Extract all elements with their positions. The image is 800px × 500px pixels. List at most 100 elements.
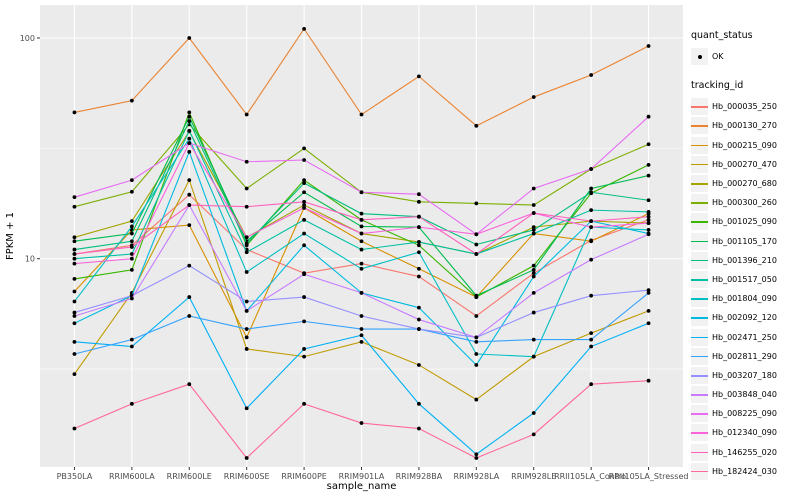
data-point-Hb_008225_090 [531,186,536,191]
data-point-Hb_002811_290 [72,352,77,356]
data-point-Hb_001105_170 [589,186,594,191]
legend-item-Hb_146255_020: Hb_146255_020 [691,443,799,462]
x-tick-label: RRII105LA_Control [554,472,628,481]
data-point-Hb_001517_050 [187,128,192,133]
data-point-Hb_003848_040 [417,317,421,322]
data-point-Hb_003207_180 [72,310,77,315]
data-point-Hb_001105_170 [129,231,134,236]
data-point-Hb_182424_030 [129,401,134,406]
legend-label-Hb_001517_050: Hb_001517_050 [712,274,777,284]
legend-title-quant-status: quant_status [691,30,753,41]
data-point-Hb_001396_210 [589,190,594,195]
data-point-Hb_001517_050 [646,209,651,214]
legend-item-Hb_000300_260: Hb_000300_260 [691,193,799,212]
data-point-Hb_146255_020 [244,204,249,209]
data-point-Hb_146255_020 [474,252,479,256]
data-point-Hb_002092_120 [187,149,192,154]
legend-item-Hb_003848_040: Hb_003848_040 [691,385,799,404]
data-point-Hb_001804_090 [72,299,77,304]
data-point-Hb_001517_050 [302,217,306,222]
data-point-Hb_000035_250 [417,274,421,279]
legend-label-Hb_003848_040: Hb_003848_040 [712,390,777,400]
legend-label-Hb_001025_090: Hb_001025_090 [712,217,777,227]
data-point-Hb_012340_090 [187,141,192,146]
data-point-Hb_001804_090 [129,224,134,229]
data-point-Hb_182424_030 [474,456,479,460]
legend-item-Hb_001804_090: Hb_001804_090 [691,289,799,308]
legend-key-line-icon [691,443,708,461]
data-point-Hb_000130_270 [72,110,77,115]
legend-label-Hb_000035_250: Hb_000035_250 [712,102,777,112]
data-point-Hb_146255_020 [129,245,134,249]
data-point-Hb_182424_030 [72,426,77,431]
data-point-Hb_001517_050 [531,231,536,236]
legend-label-Hb_001105_170: Hb_001105_170 [712,236,777,246]
data-point-Hb_000215_090 [72,289,77,294]
legend-item-Hb_012340_090: Hb_012340_090 [691,423,799,442]
data-point-Hb_182424_030 [359,421,364,425]
x-tick-label: RRIM600LA [109,472,155,481]
data-point-Hb_000215_090 [417,266,421,271]
data-point-Hb_001396_210 [72,247,77,252]
data-point-Hb_000215_090 [244,335,249,340]
data-point-Hb_008225_090 [359,190,364,195]
legend-key-line-icon [691,136,708,154]
data-point-Hb_002471_250 [302,347,306,351]
legend-key-line-icon [691,155,708,173]
data-point-Hb_000035_250 [531,271,536,276]
data-point-Hb_000300_260 [129,189,134,194]
data-point-Hb_001396_210 [187,119,192,124]
legend-key-line-icon [691,309,708,327]
data-point-Hb_001396_210 [302,181,306,186]
data-point-Hb_012340_090 [72,261,77,266]
data-point-Hb_003848_040 [474,335,479,340]
legend-item-Hb_001025_090: Hb_001025_090 [691,212,799,231]
legend-label-Hb_000130_270: Hb_000130_270 [712,121,777,131]
data-point-Hb_000130_270 [589,73,594,77]
data-point-Hb_146255_020 [589,219,594,224]
legend-key-line-icon [691,462,708,480]
data-point-Hb_001396_210 [474,242,479,247]
y-tick-label: 100 [20,34,35,43]
data-point-Hb_000215_090 [589,239,594,244]
legend-key-line-icon [691,175,708,193]
legend-item-Hb_001517_050: Hb_001517_050 [691,270,799,289]
data-point-Hb_001804_090 [359,266,364,271]
legend-key-line-icon [691,386,708,404]
data-point-Hb_000300_260 [302,146,306,151]
data-point-Hb_000270_470 [72,372,77,376]
data-point-Hb_000270_470 [474,397,479,402]
legend-item-Hb_000270_470: Hb_000270_470 [691,155,799,174]
x-tick-label: RRII105LA_Stressed [609,472,689,481]
legend-key-line-icon [691,251,708,269]
data-point-Hb_012340_090 [244,235,249,240]
data-point-Hb_012340_090 [474,232,479,237]
data-point-Hb_001804_090 [646,228,651,232]
data-point-Hb_146255_020 [302,199,306,204]
data-point-Hb_000270_680 [72,235,77,240]
data-point-Hb_002811_290 [531,337,536,342]
data-point-Hb_001105_170 [531,267,536,272]
data-point-Hb_003848_040 [359,290,364,295]
data-point-Hb_003848_040 [72,314,77,318]
x-tick-label: PB350LA [57,472,93,481]
data-point-Hb_008225_090 [589,167,594,171]
data-point-Hb_001105_170 [302,190,306,195]
legend-key-line-icon [691,290,708,308]
data-point-Hb_001105_170 [474,293,479,298]
data-point-Hb_003207_180 [417,327,421,331]
data-point-Hb_000130_270 [129,98,134,103]
legend-item-Hb_002471_250: Hb_002471_250 [691,327,799,346]
x-tick-label: RRIM928LE [511,472,556,481]
data-point-Hb_002811_290 [244,327,249,331]
legend-label-Hb_000270_470: Hb_000270_470 [712,159,777,169]
data-point-Hb_182424_030 [187,382,192,387]
legend-label-Hb_146255_020: Hb_146255_020 [712,447,777,457]
data-point-Hb_001025_090 [129,267,134,272]
legend-key-line-icon [691,213,708,231]
data-point-Hb_001804_090 [474,352,479,356]
data-point-Hb_002811_290 [359,327,364,331]
data-point-Hb_001804_090 [417,250,421,255]
legend-label-ok: OK [712,52,724,62]
data-point-Hb_002092_120 [417,305,421,310]
